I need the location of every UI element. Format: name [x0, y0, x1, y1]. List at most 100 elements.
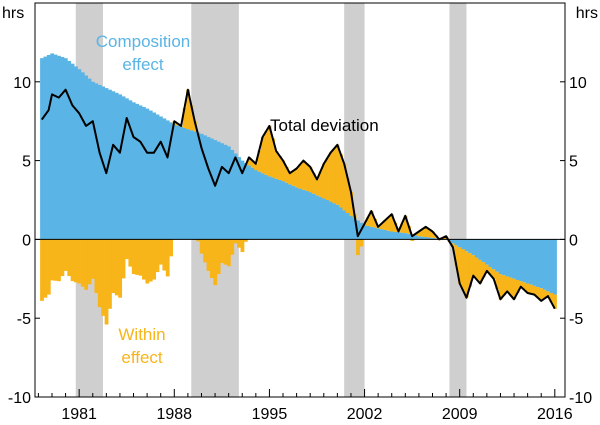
composition-bar [539, 239, 544, 289]
composition-bar [267, 176, 272, 240]
within-bar [131, 239, 136, 275]
y-tick-label-left: -10 [8, 390, 31, 407]
composition-bar [288, 184, 292, 240]
composition-bar [379, 229, 384, 240]
within-bar [308, 166, 313, 193]
within-bar [94, 239, 99, 293]
composition-bar [125, 98, 129, 240]
composition-bar [254, 170, 258, 240]
composition-bar [301, 189, 306, 240]
within-bar [67, 239, 72, 277]
within-label: effect [121, 348, 163, 367]
within-bar [121, 239, 126, 279]
within-label: Within [118, 325, 165, 344]
composition-bar [356, 220, 360, 240]
composition-bar [46, 55, 51, 240]
composition-bar [536, 239, 540, 288]
composition-bar [223, 144, 228, 240]
composition-bar [322, 198, 326, 240]
within-bar [454, 245, 459, 266]
within-bar [142, 239, 146, 280]
within-bar [135, 239, 140, 275]
within-bar [271, 138, 275, 178]
within-bar [451, 243, 455, 248]
composition-bar [206, 136, 211, 240]
within-bar [383, 220, 388, 230]
x-tick-label: 2016 [537, 406, 573, 423]
within-bar [267, 125, 272, 177]
y-tick-label-right: 0 [569, 232, 578, 249]
within-bar [430, 231, 435, 238]
within-bar [325, 158, 330, 200]
composition-bar [519, 239, 523, 282]
within-bar [114, 239, 119, 296]
composition-bar [485, 239, 489, 265]
composition-bar [240, 160, 245, 240]
composition-bar [226, 146, 231, 240]
composition-bar [87, 78, 92, 240]
within-bar [125, 239, 129, 260]
composition-bar [165, 120, 170, 240]
within-bar [328, 152, 333, 202]
composition-bar [247, 165, 252, 240]
composition-bar [413, 235, 418, 240]
within-bar [294, 168, 299, 188]
within-bar [226, 239, 231, 267]
within-bar [481, 262, 486, 278]
composition-bar [243, 162, 248, 240]
composition-bar [508, 239, 513, 278]
within-bar [339, 154, 343, 208]
within-bar [322, 163, 326, 199]
composition-bar [43, 56, 48, 240]
composition-bar [332, 203, 337, 240]
composition-bar [145, 108, 150, 240]
within-bar [284, 166, 289, 183]
within-bar [288, 173, 292, 185]
composition-bar [213, 140, 218, 240]
composition-bar [461, 239, 466, 250]
composition-bar [478, 239, 483, 260]
within-bar [91, 239, 95, 279]
composition-bar [546, 239, 551, 292]
composition-bar [298, 188, 303, 240]
within-bar [159, 239, 163, 265]
composition-bar [349, 215, 354, 240]
within-bar [379, 223, 384, 230]
composition-bar [454, 239, 459, 246]
within-bar [491, 269, 496, 279]
within-bar [281, 160, 286, 182]
composition-bar [498, 239, 503, 275]
composition-bar [471, 239, 476, 256]
composition-bar [77, 69, 82, 240]
composition-bar [284, 182, 289, 240]
within-bar [237, 239, 241, 248]
composition-bar [74, 66, 78, 240]
composition-bar [318, 196, 323, 240]
composition-bar [175, 125, 180, 240]
composition-bar [152, 112, 157, 240]
within-bar [152, 239, 157, 280]
within-bar [50, 239, 55, 281]
y-tick-label-right: -5 [569, 311, 583, 328]
y-tick-label-left: -5 [17, 311, 31, 328]
within-bar [257, 150, 262, 172]
composition-bar [376, 228, 381, 240]
composition-bar [525, 239, 530, 284]
composition-bar [155, 114, 160, 240]
composition-bar [162, 118, 167, 240]
composition-bar [512, 239, 517, 279]
composition-bar [97, 84, 102, 240]
within-bar [233, 239, 238, 244]
composition-bar [542, 239, 547, 290]
composition-bar [532, 239, 537, 286]
y-tick-label-left: 5 [22, 154, 31, 171]
composition-bar [345, 213, 350, 240]
composition-bar [457, 239, 462, 248]
within-bar [77, 239, 82, 284]
within-bar [335, 144, 340, 205]
within-bar [532, 285, 537, 295]
composition-bar [325, 200, 330, 240]
within-bar [485, 264, 489, 271]
composition-bar [468, 239, 472, 254]
